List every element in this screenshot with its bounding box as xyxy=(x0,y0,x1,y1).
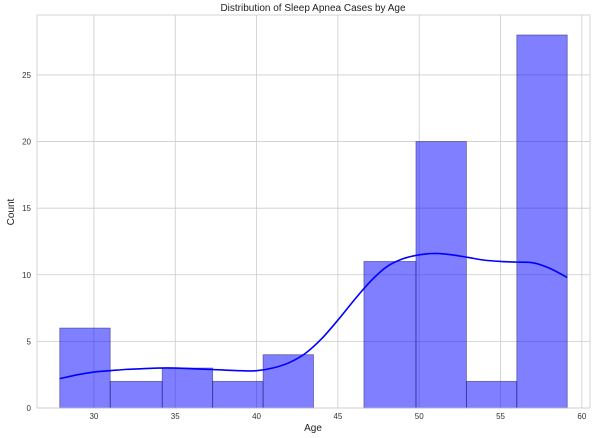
plot-background xyxy=(37,15,590,408)
histogram-bars xyxy=(59,34,568,409)
x-tick-label: 40 xyxy=(252,412,261,421)
histogram-bar xyxy=(516,34,568,409)
histogram-bar xyxy=(59,327,111,409)
x-tick-label: 55 xyxy=(496,412,505,421)
x-tick-labels: 30 35 40 45 50 55 60 xyxy=(89,412,586,421)
kde-line xyxy=(59,252,568,380)
y-tick-label: 25 xyxy=(22,71,31,80)
plot-frame xyxy=(36,14,591,409)
y-tick-label: 20 xyxy=(22,138,31,147)
x-tick-label: 45 xyxy=(333,412,342,421)
y-gridlines xyxy=(37,74,590,409)
histogram-bar xyxy=(109,380,163,409)
x-tick-label: 30 xyxy=(89,412,98,421)
histogram-bar xyxy=(465,380,518,409)
y-tick-label: 5 xyxy=(27,337,32,346)
x-tick-label: 35 xyxy=(171,412,180,421)
histogram-bar xyxy=(212,380,264,409)
x-axis-label: Age xyxy=(304,423,322,434)
x-tick-label: 60 xyxy=(577,412,586,421)
y-tick-labels: 0 5 10 15 20 25 xyxy=(22,71,31,413)
x-tick-label: 50 xyxy=(415,412,424,421)
histogram-bar xyxy=(363,261,417,409)
chart-title: Distribution of Sleep Apnea Cases by Age xyxy=(220,3,406,14)
y-axis-label: Count xyxy=(6,198,17,225)
y-tick-label: 0 xyxy=(27,404,32,413)
y-tick-label: 10 xyxy=(22,271,31,280)
histogram-bar xyxy=(161,367,214,409)
histogram-bar xyxy=(415,141,467,409)
y-tick-label: 15 xyxy=(22,204,31,213)
